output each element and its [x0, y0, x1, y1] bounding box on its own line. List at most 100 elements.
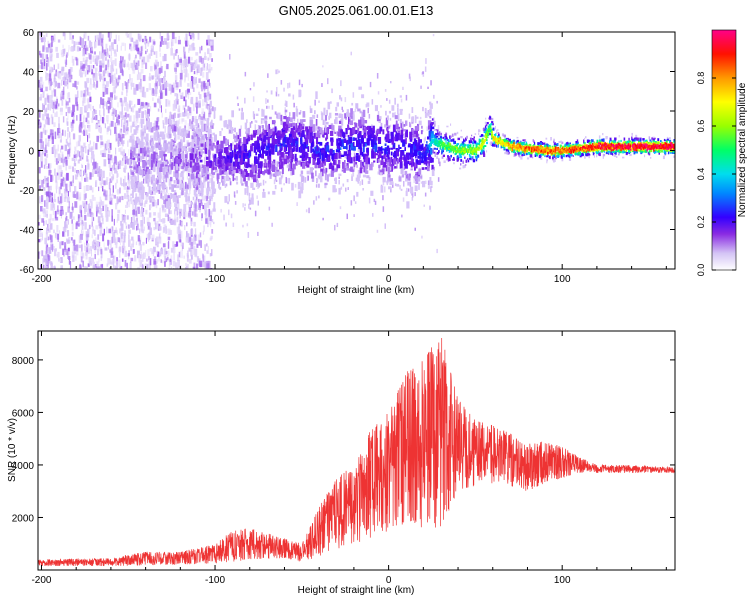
spectral-cell — [453, 162, 455, 165]
noise-speckle — [179, 219, 182, 226]
noise-speckle — [60, 92, 63, 97]
noise-speckle — [95, 115, 98, 121]
noise-speckle — [60, 93, 62, 101]
noise-speckle — [48, 84, 52, 91]
noise-speckle — [120, 266, 123, 269]
noise-speckle — [193, 78, 196, 85]
spectral-cell — [145, 137, 148, 142]
noise-speckle — [62, 177, 66, 186]
spectral-cell — [424, 112, 428, 118]
noise-speckle — [92, 240, 95, 245]
noise-speckle — [143, 91, 147, 98]
spectral-cell — [445, 132, 448, 136]
noise-speckle — [100, 226, 103, 235]
noise-speckle — [111, 100, 113, 108]
noise-speckle — [210, 108, 213, 111]
noise-speckle — [51, 129, 54, 137]
noise-speckle — [173, 53, 175, 60]
noise-speckle — [204, 244, 206, 251]
noise-speckle — [132, 68, 136, 74]
noise-speckle — [79, 264, 82, 269]
spectral-cell — [163, 154, 166, 161]
noise-speckle — [164, 261, 166, 267]
noise-speckle — [101, 176, 104, 184]
spectral-cell — [267, 160, 272, 168]
noise-speckle — [133, 87, 137, 95]
noise-speckle — [67, 142, 70, 147]
noise-speckle — [207, 223, 209, 228]
noise-speckle — [300, 181, 303, 187]
noise-speckle — [282, 159, 285, 164]
noise-speckle — [139, 147, 143, 154]
spectral-cell — [219, 115, 223, 121]
noise-speckle — [154, 217, 156, 225]
noise-speckle — [162, 243, 166, 248]
noise-speckle — [117, 77, 120, 84]
noise-speckle — [55, 81, 57, 87]
spectral-cell — [185, 158, 187, 166]
noise-speckle — [99, 110, 101, 116]
noise-speckle — [86, 48, 88, 55]
noise-speckle — [103, 189, 106, 195]
noise-speckle — [126, 127, 129, 132]
spectral-cell — [169, 160, 172, 165]
spectral-cell — [586, 139, 589, 143]
noise-speckle — [162, 175, 164, 181]
noise-speckle — [52, 201, 54, 208]
noise-speckle — [60, 265, 63, 269]
noise-speckle — [74, 151, 76, 155]
spectral-cell — [212, 166, 215, 171]
noise-speckle — [338, 176, 340, 180]
spectral-cell — [408, 143, 412, 146]
spectral-cell — [377, 171, 380, 175]
spectral-cell — [227, 159, 231, 167]
spectral-cell — [328, 173, 331, 177]
noise-speckle — [78, 126, 82, 133]
noise-speckle — [129, 33, 132, 40]
noise-speckle — [210, 124, 212, 131]
noise-speckle — [127, 186, 130, 190]
noise-speckle — [203, 180, 205, 186]
noise-speckle — [185, 235, 188, 243]
spectral-cell — [479, 144, 482, 148]
noise-speckle — [165, 225, 167, 234]
noise-speckle — [81, 131, 84, 135]
noise-speckle — [67, 82, 69, 89]
noise-speckle — [191, 64, 193, 72]
noise-speckle — [199, 138, 202, 142]
noise-speckle — [63, 226, 67, 233]
spectral-cell — [175, 169, 179, 177]
spectral-cell — [228, 146, 231, 150]
noise-speckle — [60, 178, 64, 187]
noise-speckle — [143, 202, 146, 207]
spectral-cell — [188, 147, 191, 152]
noise-speckle — [369, 81, 372, 88]
noise-speckle — [200, 199, 203, 204]
spectral-cell — [386, 180, 389, 184]
noise-speckle — [163, 199, 166, 204]
spectral-cell — [366, 102, 370, 107]
noise-speckle — [182, 105, 186, 110]
spectral-cell — [324, 174, 327, 181]
noise-speckle — [223, 152, 225, 156]
noise-speckle — [105, 211, 108, 218]
spectral-cell — [271, 133, 274, 137]
noise-speckle — [137, 250, 140, 259]
noise-speckle — [177, 199, 180, 208]
noise-speckle — [301, 83, 303, 88]
spectral-cell — [335, 116, 338, 125]
noise-speckle — [208, 112, 211, 118]
spectral-cell — [155, 160, 158, 167]
spectral-cell — [234, 154, 238, 159]
noise-speckle — [158, 78, 161, 87]
noise-speckle — [112, 68, 115, 72]
noise-speckle — [85, 173, 88, 182]
noise-speckle — [98, 166, 101, 174]
noise-speckle — [202, 72, 205, 78]
noise-speckle — [71, 74, 73, 80]
noise-speckle — [153, 51, 156, 55]
spectral-cell — [537, 144, 540, 147]
noise-speckle — [195, 213, 198, 218]
spectral-cell — [339, 140, 342, 147]
noise-speckle — [84, 48, 87, 54]
